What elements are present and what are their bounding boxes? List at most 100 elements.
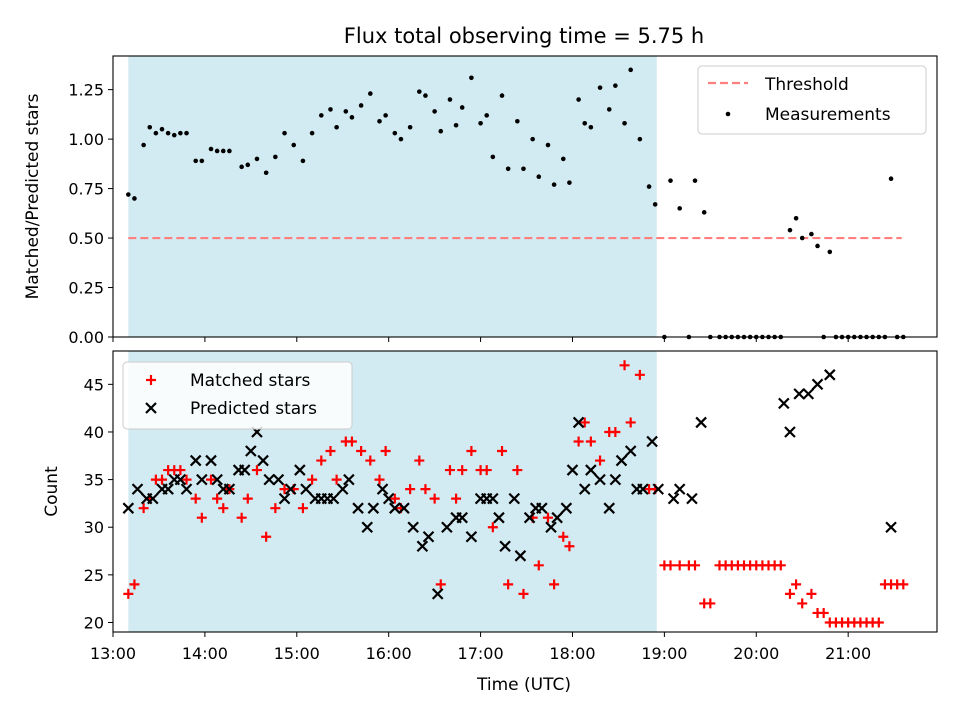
predicted-legend-label: Predicted stars: [190, 399, 317, 419]
measurement-point: [438, 128, 444, 134]
predicted-star-point: [784, 426, 796, 438]
measurement-point: [827, 249, 833, 255]
measurement-point: [141, 142, 146, 148]
measurement-point: [536, 174, 542, 180]
counts-panel: 20 25 30 35 40 45 13:00 14:00 15:00 16:00 17:00 18…: [42, 350, 938, 695]
predicted-star-point: [560, 502, 573, 514]
predicted-star-point: [263, 473, 276, 486]
predicted-star-point: [695, 416, 707, 429]
matched-star-point: [579, 417, 590, 428]
time-tick-label: 17:00: [458, 644, 504, 663]
measurement-point: [343, 109, 349, 114]
measurement-point: [597, 85, 603, 90]
matched-star-point: [251, 465, 262, 476]
measurement-point: [499, 93, 505, 98]
measurement-point: [606, 107, 612, 112]
ratio-y-tick-label: 0.00: [68, 328, 104, 347]
matched-star-point: [331, 474, 342, 485]
ratio-plot-frame: [112, 55, 938, 338]
measurement-point: [459, 105, 465, 110]
predicted-star-point: [811, 378, 824, 391]
counts-y-axis: 20 25 30 35 40 45: [84, 375, 113, 632]
predicted-stars-series: [122, 369, 897, 600]
count-y-tick-label: 25: [84, 566, 104, 585]
predicted-star-point: [361, 521, 374, 533]
count-y-tick-label: 40: [84, 423, 104, 442]
matched-star-point: [206, 474, 217, 485]
ratio-y-tick-label: 0.50: [68, 229, 104, 248]
matched-star-point: [542, 512, 553, 523]
matched-star-point: [405, 484, 416, 495]
predicted-star-point: [652, 483, 665, 495]
measurement-point: [417, 89, 422, 94]
matched-star-point: [481, 465, 492, 476]
predicted-star-point: [536, 502, 548, 514]
predicted-star-point: [572, 416, 585, 429]
measurement-point: [220, 148, 226, 154]
measurement-point: [677, 206, 682, 211]
predicted-star-point: [223, 483, 236, 495]
measurement-point: [239, 164, 244, 170]
time-tick-label: 20:00: [733, 644, 779, 663]
predicted-star-point: [578, 483, 591, 495]
predicted-star-point: [278, 492, 291, 505]
measurement-point: [622, 120, 627, 126]
matched-star-point: [533, 560, 544, 571]
matched-star-point: [797, 598, 808, 609]
predicted-star-point: [122, 502, 135, 514]
predicted-star-point: [272, 473, 285, 486]
matched-star-point: [374, 474, 385, 485]
measurement-point: [291, 142, 297, 148]
matched-star-point: [307, 474, 318, 485]
measurement-point: [254, 156, 260, 162]
measurement-point: [453, 122, 459, 128]
matched-star-point: [218, 503, 229, 514]
measurement-point: [300, 158, 306, 164]
matched-star-point: [380, 446, 391, 457]
predicted-star-point: [585, 464, 597, 476]
chart-title: Flux total observing time = 5.75 h: [344, 24, 704, 48]
matched-star-point: [279, 484, 290, 495]
counts-legend-box: [122, 361, 353, 430]
matched-star-point: [196, 512, 207, 523]
measurement-point: [701, 210, 707, 215]
predicted-star-point: [667, 492, 680, 505]
measurement-point: [576, 97, 581, 102]
predicted-star-point: [551, 511, 563, 524]
predicted-star-point: [615, 454, 628, 467]
matched-star-point: [316, 455, 327, 466]
matched-star-point: [690, 560, 701, 571]
measurement-point: [377, 119, 382, 124]
predicted-star-point: [686, 492, 698, 505]
predicted-star-point: [352, 502, 364, 514]
predicted-star-point: [824, 369, 836, 381]
matched-star-point: [564, 541, 575, 552]
time-tick-label: 19:00: [641, 644, 687, 663]
ratio-y-tick-label: 1.00: [68, 130, 104, 149]
ratio-panel: 0.00 0.25 0.50 0.75 1.00 1.25 Matched/Predict…: [23, 55, 938, 347]
measurement-point: [478, 120, 483, 126]
measurement-point: [551, 182, 557, 187]
matched-star-point: [242, 493, 253, 504]
predicted-star-point: [336, 483, 349, 495]
predicted-star-point: [465, 530, 478, 543]
predicted-star-point: [456, 511, 468, 524]
matched-star-point: [497, 446, 508, 457]
matched-star-point: [444, 465, 455, 476]
measurement-point: [423, 93, 428, 98]
measurements-legend-swatch: [725, 111, 731, 117]
predicted-star-point: [637, 483, 649, 495]
predicted-star-point: [245, 445, 257, 457]
measurement-point: [165, 130, 171, 136]
measurement-point: [469, 75, 474, 81]
predicted-star-point: [624, 445, 637, 457]
matched-star-point: [610, 426, 621, 437]
ratio-y-axis: 0.00 0.25 0.50 0.75 1.00 1.25: [68, 81, 113, 347]
measurement-point: [652, 202, 658, 207]
predicted-star-point: [131, 483, 144, 495]
predicted-star-point: [416, 540, 429, 553]
matched-star-point: [674, 560, 685, 571]
predicted-star-point: [174, 473, 187, 486]
counts-plot-frame: [112, 350, 938, 633]
